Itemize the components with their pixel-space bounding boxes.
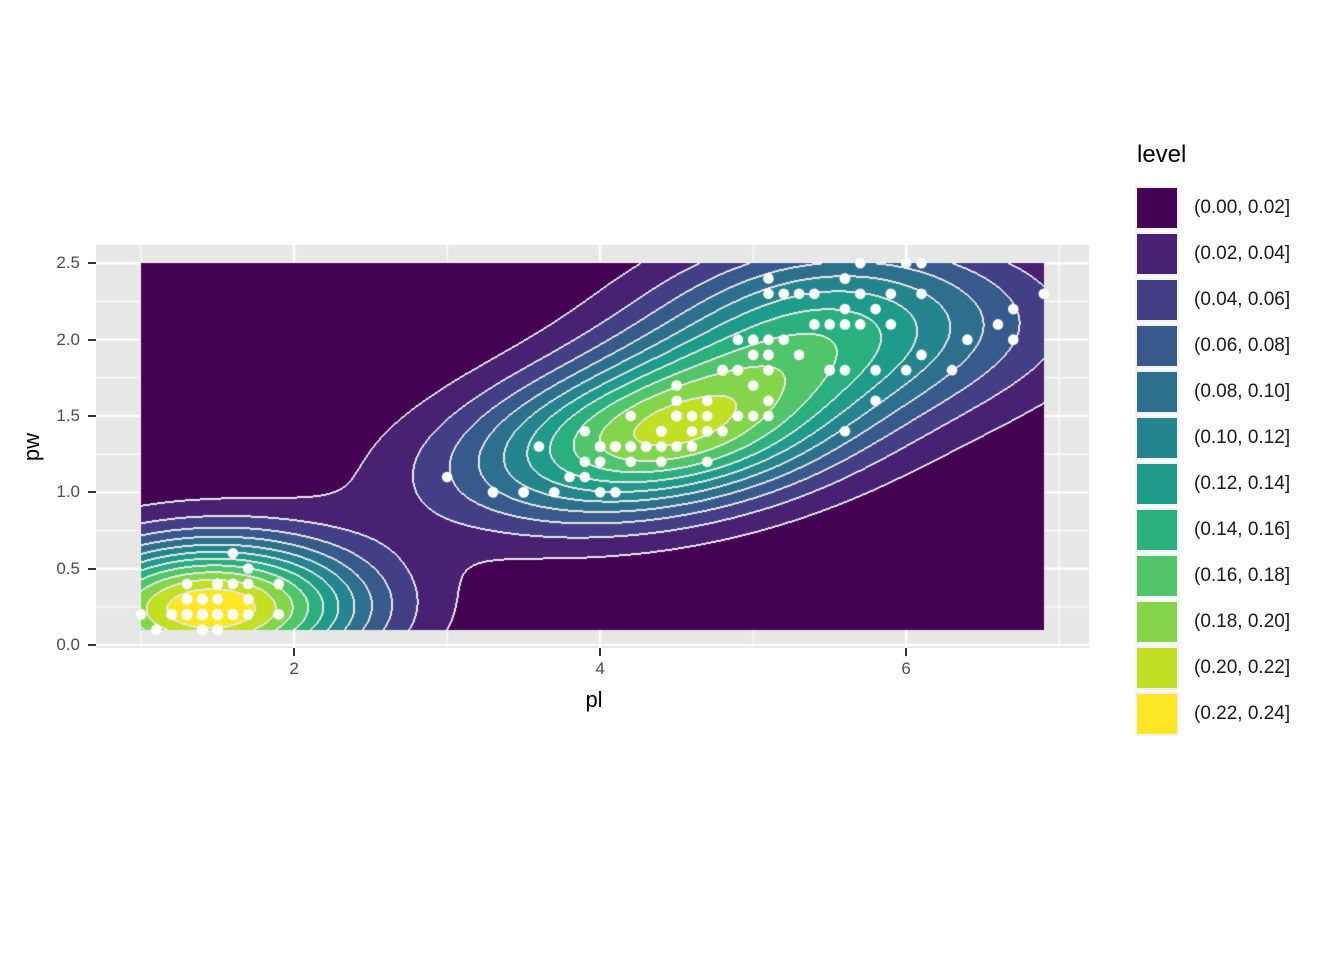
legend-swatch (1137, 234, 1177, 274)
legend-label: (0.18, 0.20] (1194, 611, 1291, 632)
legend-swatch (1137, 556, 1177, 596)
legend-label: (0.12, 0.14] (1194, 473, 1291, 494)
legend-row: (0.12, 0.14] (1135, 462, 1290, 506)
legend-swatch (1137, 602, 1177, 642)
legend-title: level (1137, 141, 1187, 168)
y-tick-mark (88, 567, 96, 570)
plot-panel (96, 245, 1089, 648)
legend-swatch (1137, 464, 1177, 504)
legend-row: (0.16, 0.18] (1135, 554, 1290, 598)
legend-label: (0.20, 0.22] (1194, 657, 1291, 678)
legend-key (1135, 646, 1179, 690)
y-tick-label: 1.5 (56, 405, 80, 425)
y-tick-mark (88, 338, 96, 341)
legend-key (1135, 278, 1179, 322)
legend-label: (0.02, 0.04] (1194, 243, 1291, 264)
legend-key (1135, 416, 1179, 460)
y-axis-title: pw (19, 432, 44, 462)
legend-row: (0.00, 0.02] (1135, 186, 1290, 230)
legend-row: (0.06, 0.08] (1135, 324, 1290, 368)
x-axis-title: pl (585, 687, 603, 712)
legend-key (1135, 186, 1179, 230)
legend-label: (0.10, 0.12] (1194, 427, 1291, 448)
legend-swatch (1137, 510, 1177, 550)
legend-key (1135, 324, 1179, 368)
legend-swatch (1137, 326, 1177, 366)
legend-key (1135, 370, 1179, 414)
legend: level (0.00, 0.02] (0.02, 0.04] (0.04, 0.0… (1135, 141, 1290, 738)
legend-row: (0.14, 0.16] (1135, 508, 1290, 552)
y-tick-label: 2.5 (56, 253, 80, 273)
legend-swatch (1137, 372, 1177, 412)
legend-swatch (1137, 418, 1177, 458)
legend-key (1135, 600, 1179, 644)
legend-label: (0.04, 0.06] (1194, 289, 1291, 310)
legend-row: (0.04, 0.06] (1135, 278, 1290, 322)
legend-key (1135, 692, 1179, 736)
legend-swatch (1137, 188, 1177, 228)
legend-label: (0.16, 0.18] (1194, 565, 1291, 586)
y-tick-label: 0.5 (56, 558, 80, 578)
legend-label: (0.06, 0.08] (1194, 335, 1291, 356)
y-tick-label: 1.0 (56, 482, 80, 502)
y-tick-mark (88, 491, 96, 494)
legend-row: (0.02, 0.04] (1135, 232, 1290, 276)
legend-row: (0.08, 0.10] (1135, 370, 1290, 414)
legend-key (1135, 462, 1179, 506)
legend-swatch (1137, 280, 1177, 320)
legend-label: (0.22, 0.24] (1194, 703, 1291, 724)
legend-key (1135, 554, 1179, 598)
y-tick-mark (88, 262, 96, 265)
legend-swatch (1137, 694, 1177, 734)
x-tick-mark (905, 648, 908, 656)
legend-row: (0.22, 0.24] (1135, 692, 1290, 736)
legend-label: (0.00, 0.02] (1194, 197, 1291, 218)
x-tick-label: 6 (901, 659, 911, 678)
y-tick-label: 2.0 (56, 329, 80, 349)
y-tick-mark (88, 643, 96, 646)
x-tick-label: 2 (289, 659, 299, 678)
x-tick-mark (293, 648, 296, 656)
legend-row: (0.10, 0.12] (1135, 416, 1290, 460)
legend-row: (0.18, 0.20] (1135, 600, 1290, 644)
y-tick-label: 0.0 (56, 634, 80, 654)
x-tick-label: 4 (595, 659, 605, 678)
legend-items: (0.00, 0.02] (0.02, 0.04] (0.04, 0.06] (0.0… (1135, 186, 1290, 736)
legend-label: (0.08, 0.10] (1194, 381, 1291, 402)
y-tick-mark (88, 414, 96, 417)
legend-key (1135, 232, 1179, 276)
legend-row: (0.20, 0.22] (1135, 646, 1290, 690)
legend-swatch (1137, 648, 1177, 688)
legend-key (1135, 508, 1179, 552)
x-tick-mark (599, 648, 602, 656)
legend-label: (0.14, 0.16] (1194, 519, 1291, 540)
